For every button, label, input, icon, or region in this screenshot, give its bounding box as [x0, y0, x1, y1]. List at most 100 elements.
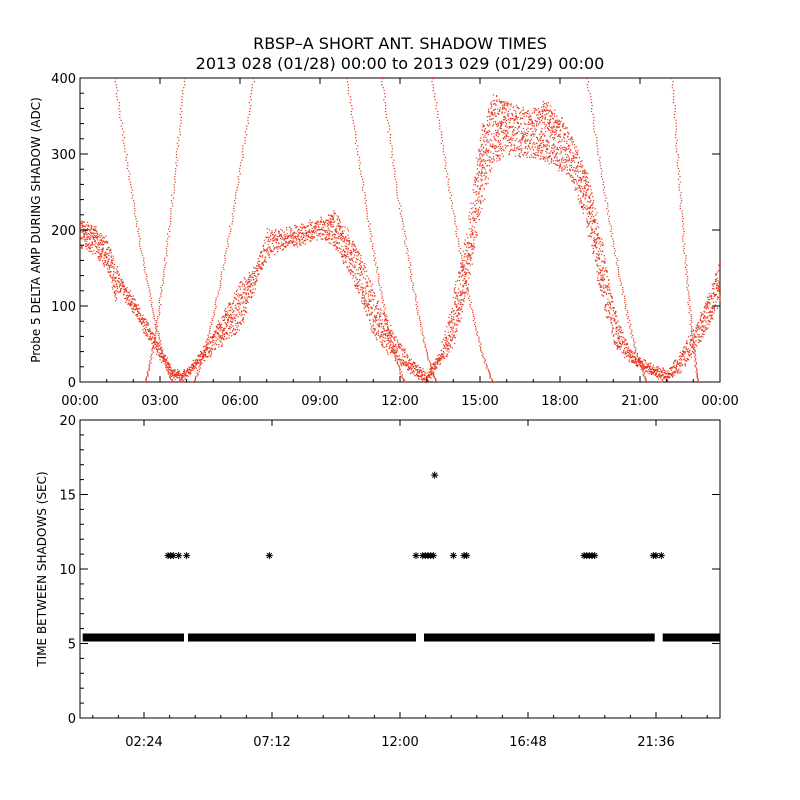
top-data-point — [630, 357, 632, 359]
top-data-point — [143, 331, 145, 334]
top-data-point — [544, 160, 546, 162]
top-data-point — [508, 154, 510, 156]
top-data-point — [198, 356, 200, 358]
top-data-point — [516, 132, 518, 134]
top-data-point — [259, 252, 261, 254]
top-data-point — [401, 365, 403, 367]
top-data-point — [172, 369, 174, 371]
top-data-point — [546, 149, 548, 151]
top-data-point — [346, 238, 348, 240]
top-data-point — [556, 157, 558, 159]
top-data-point — [93, 229, 95, 231]
top-data-point — [551, 158, 553, 160]
top-data-point — [557, 141, 559, 143]
top-data-point — [586, 194, 588, 196]
top-data-point — [487, 119, 489, 122]
top-data-point — [422, 381, 424, 383]
top-data-point — [395, 352, 397, 354]
top-data-point — [239, 286, 241, 288]
top-data-point — [464, 268, 466, 270]
top-data-point — [559, 135, 561, 137]
top-data-point — [363, 287, 365, 289]
top-data-point — [622, 336, 624, 339]
top-data-point — [472, 231, 474, 233]
top-data-point — [320, 216, 322, 218]
top-data-point — [280, 228, 282, 231]
top-data-point — [657, 366, 660, 368]
top-data-point — [434, 361, 437, 363]
top-data-point — [211, 344, 213, 346]
top-data-point — [563, 122, 565, 125]
top-data-point — [311, 236, 313, 238]
top-data-point — [652, 364, 654, 366]
top-data-point — [132, 302, 134, 304]
top-data-point — [476, 234, 478, 236]
top-data-point — [471, 263, 473, 265]
top-data-point — [635, 364, 637, 366]
top-data-point — [575, 156, 577, 158]
top-data-point — [343, 263, 345, 265]
top-data-point — [177, 369, 179, 371]
top-data-point — [251, 292, 253, 294]
top-data-point — [505, 134, 507, 136]
top-data-point — [455, 292, 457, 294]
top-data-point — [144, 318, 146, 320]
top-data-point — [604, 262, 606, 264]
top-data-point — [655, 374, 657, 376]
top-data-point — [444, 330, 446, 333]
top-data-point — [278, 232, 280, 234]
top-data-point — [263, 250, 265, 252]
top-data-point — [486, 132, 488, 134]
top-data-point — [100, 253, 102, 255]
top-data-point — [268, 251, 270, 253]
top-data-point — [438, 356, 440, 359]
top-data-point — [579, 177, 581, 179]
top-data-point — [250, 282, 253, 285]
top-data-point — [391, 347, 393, 349]
top-data-point — [546, 105, 549, 107]
top-data-point — [596, 222, 598, 224]
top-data-point — [567, 154, 569, 156]
top-data-point — [189, 372, 191, 374]
top-data-point — [94, 241, 96, 243]
top-data-point — [262, 264, 264, 266]
top-data-point — [298, 243, 301, 245]
top-data-point — [467, 255, 469, 257]
top-data-point — [256, 269, 258, 271]
top-data-point — [205, 356, 207, 358]
top-data-point — [112, 275, 114, 277]
top-data-point — [567, 145, 569, 147]
top-data-point — [304, 239, 306, 241]
top-data-point — [577, 175, 579, 177]
top-data-point — [224, 315, 226, 317]
top-data-point — [81, 221, 83, 223]
top-data-point — [409, 359, 411, 361]
top-data-point — [371, 307, 373, 309]
top-data-point — [461, 303, 463, 305]
top-data-point — [345, 236, 347, 238]
top-data-point — [439, 362, 441, 364]
top-data-point — [319, 232, 321, 234]
top-data-point — [599, 284, 601, 286]
top-data-point — [170, 373, 172, 375]
top-data-point — [640, 357, 642, 360]
top-data-point — [500, 121, 502, 123]
top-data-point — [178, 373, 180, 375]
top-data-point — [480, 187, 482, 189]
top-data-point — [204, 349, 206, 351]
top-data-point — [460, 307, 462, 309]
top-data-point — [108, 268, 110, 271]
top-data-point — [482, 123, 484, 125]
top-data-point — [354, 251, 357, 253]
top-data-point — [440, 358, 442, 360]
top-data-point — [445, 348, 447, 350]
top-data-point — [153, 345, 155, 348]
top-data-point — [488, 140, 490, 142]
top-data-point — [576, 166, 578, 168]
top-data-point — [250, 289, 252, 291]
top-data-point — [115, 280, 117, 282]
top-data-point — [118, 291, 120, 293]
top-data-point — [335, 230, 337, 232]
top-data-point — [463, 256, 465, 258]
top-data-point — [565, 126, 567, 128]
